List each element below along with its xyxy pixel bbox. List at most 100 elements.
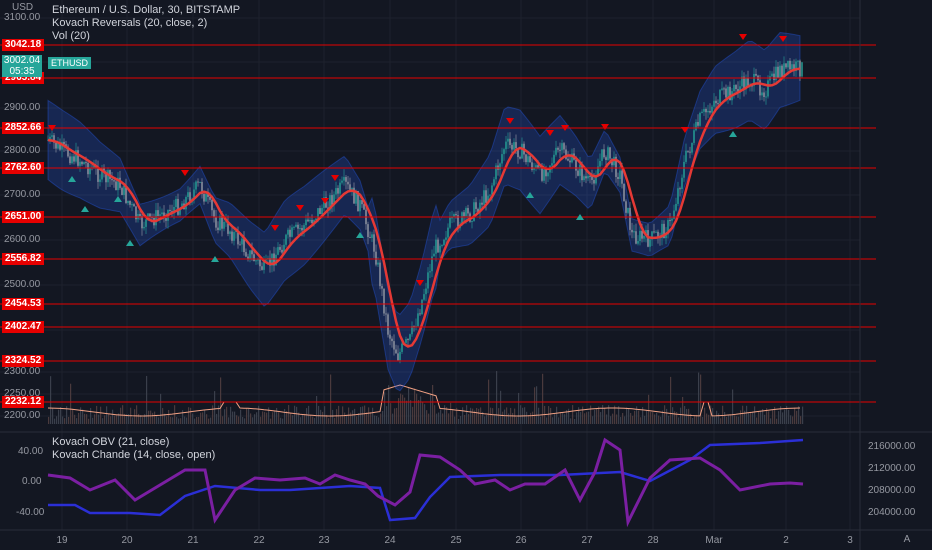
candle-body [57, 142, 59, 149]
volume-bar [660, 416, 662, 424]
volume-bar [106, 406, 108, 424]
candle-body [727, 86, 729, 98]
candle-body [313, 220, 315, 224]
candle-body [409, 334, 411, 340]
volume-bar [158, 417, 160, 424]
volume-bar [716, 410, 718, 424]
volume-bar [518, 392, 520, 424]
volume-bar [768, 411, 770, 424]
volume-bar [380, 413, 382, 424]
volume-bar [294, 405, 296, 424]
auto-scale-button[interactable]: A [903, 534, 911, 545]
candle-body [641, 230, 643, 239]
bar-countdown: 05:35 [9, 66, 35, 77]
volume-bar [532, 411, 534, 424]
candle-body [477, 208, 479, 213]
candle-body [791, 64, 793, 70]
volume-bar [686, 408, 688, 424]
volume-bar [772, 409, 774, 424]
volume-bar [262, 411, 264, 424]
candle-body [255, 260, 257, 262]
volume-bar [588, 411, 590, 424]
candle-body [139, 213, 141, 217]
candle-body [203, 194, 205, 202]
volume-bar [702, 416, 704, 424]
candle-body [241, 238, 243, 245]
candle-body [233, 232, 235, 241]
volume-bar [472, 408, 474, 424]
candle-body [619, 170, 621, 180]
volume-bar [120, 407, 122, 424]
legend-symbol[interactable]: Ethereum / U.S. Dollar, 30, BITSTAMP [52, 4, 241, 16]
candle-body [319, 208, 321, 215]
volume-bar [654, 414, 656, 424]
volume-bar [476, 407, 478, 424]
volume-bar [596, 408, 598, 424]
candle-body [87, 162, 89, 175]
candle-body [783, 63, 785, 78]
candle-body [335, 188, 337, 195]
candle-body [195, 181, 197, 190]
oscillator-lines [47, 437, 804, 528]
volume-bar [704, 407, 706, 424]
candle-body [245, 252, 247, 257]
volume-bar [554, 414, 556, 424]
volume-bar [760, 410, 762, 424]
volume-bar [266, 412, 268, 424]
candle-body [745, 78, 747, 90]
candle-body [445, 237, 447, 240]
candle-body [759, 80, 761, 96]
candle-body [615, 156, 617, 177]
volume-bar [252, 417, 254, 424]
volume-bar [352, 410, 354, 424]
candle-body [425, 288, 427, 295]
candle-body [503, 149, 505, 155]
candle-body [161, 212, 163, 215]
osc-left-tick-neg40: -40.00 [16, 507, 45, 518]
legend-kovach-reversals[interactable]: Kovach Reversals (20, close, 2) [52, 17, 208, 29]
volume-bar [72, 408, 74, 424]
candle-body [679, 188, 681, 190]
volume-bar [74, 414, 76, 424]
volume-bar [800, 416, 802, 424]
candle-body [753, 73, 755, 86]
candle-body [629, 207, 631, 230]
candle-body [49, 136, 51, 140]
legend-kovach-obv[interactable]: Kovach OBV (21, close) [52, 436, 170, 448]
volume-bar [616, 414, 618, 424]
candle-body [209, 196, 211, 200]
time-label: 21 [187, 535, 199, 546]
legend-volume[interactable]: Vol (20) [52, 30, 90, 42]
volume-bar [112, 409, 114, 424]
volume-bar [398, 398, 400, 424]
volume-bar [240, 409, 242, 424]
candle-body [387, 314, 389, 335]
volume-bar [594, 409, 596, 424]
candle-body [231, 231, 233, 241]
legend-kovach-chande[interactable]: Kovach Chande (14, close, open) [52, 449, 216, 461]
time-label: 22 [253, 535, 265, 546]
volume-bar [382, 411, 384, 424]
candle-body [331, 195, 333, 206]
volume-bar [680, 407, 682, 424]
volume-bar [360, 407, 362, 424]
candle-body [179, 208, 181, 215]
time-label: 19 [56, 535, 68, 546]
chande-line [47, 437, 804, 528]
volume-bar [694, 415, 696, 424]
time-label: 28 [647, 535, 659, 546]
candle-body [307, 219, 309, 222]
horizontal-levels[interactable] [0, 44, 876, 403]
volume-bar [50, 376, 52, 424]
candle-body [219, 215, 221, 231]
candle-body [481, 202, 483, 205]
volume-bar [324, 406, 326, 424]
candle-body [135, 206, 137, 220]
candle-body [457, 215, 459, 229]
candle-body [211, 199, 213, 211]
candle-body [397, 353, 399, 361]
volume-bar [180, 418, 182, 424]
candle-body [513, 142, 515, 150]
volume-bar [478, 408, 480, 424]
